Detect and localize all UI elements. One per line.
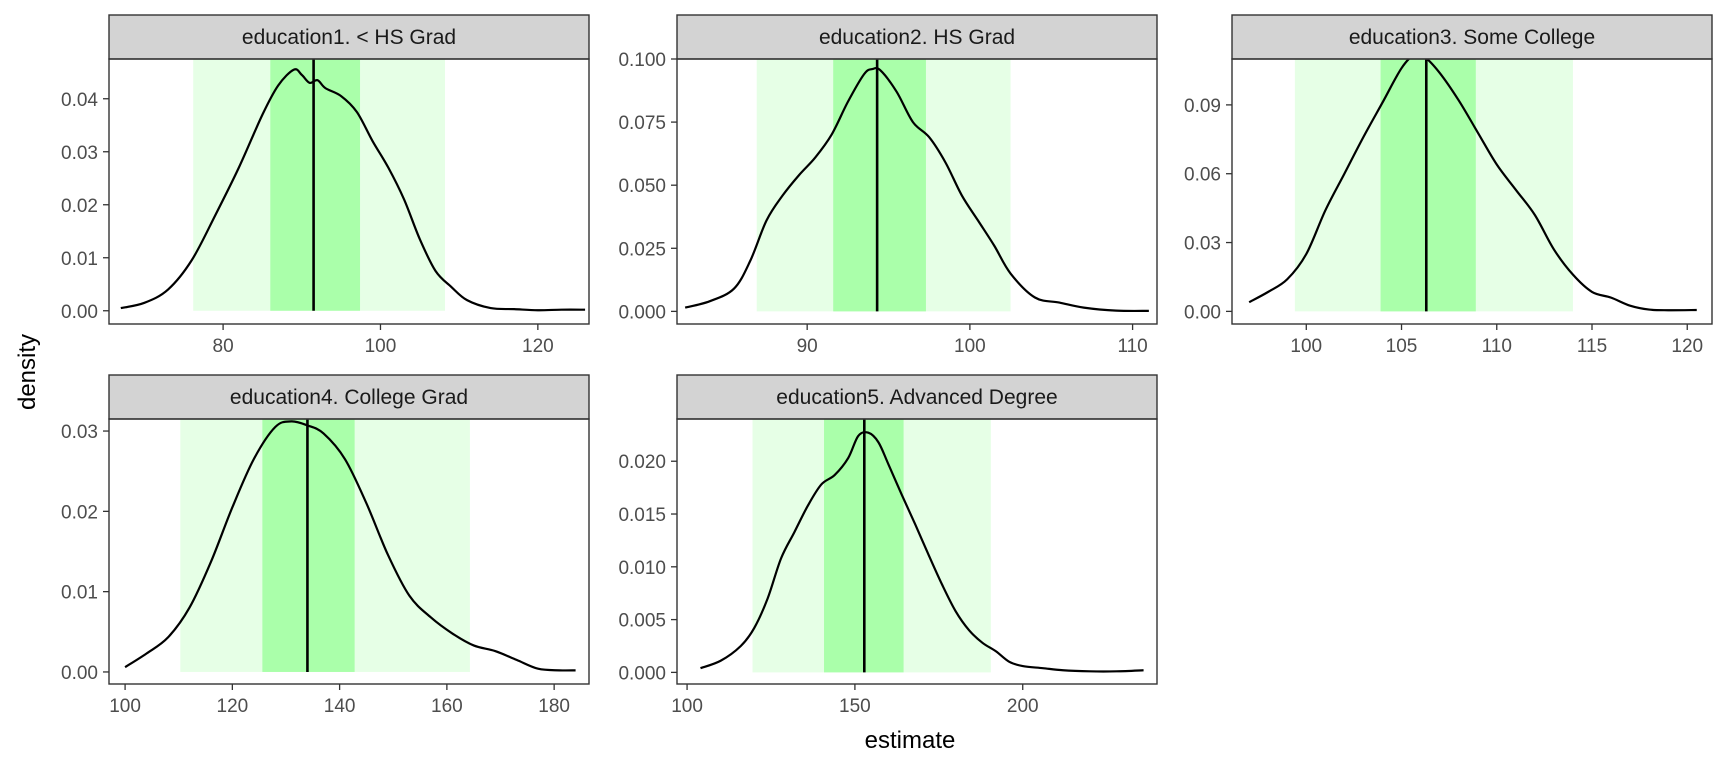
facet-title: education1. < HS Grad <box>242 26 456 49</box>
x-tick-label: 160 <box>431 696 463 717</box>
y-tick-label: 0.03 <box>1184 234 1221 255</box>
y-tick-label: 0.02 <box>61 502 98 523</box>
facet-strip <box>108 14 590 60</box>
x-tick-label: 90 <box>797 336 818 357</box>
panel-border <box>108 58 590 325</box>
y-tick-label: 0.005 <box>618 611 666 632</box>
y-tick-label: 0.06 <box>1184 165 1221 186</box>
x-tick-label: 100 <box>954 336 986 357</box>
x-tick-label: 180 <box>538 696 570 717</box>
y-tick-label: 0.000 <box>618 663 666 684</box>
x-tick-label: 80 <box>213 336 234 357</box>
y-tick-label: 0.075 <box>618 113 666 134</box>
y-tick-label: 0.09 <box>1184 96 1221 117</box>
density-curve <box>684 66 1149 313</box>
x-tick-label: 120 <box>217 696 249 717</box>
facet-panel-2: education2. HS Grad 0.000 0.025 0.050 0.075 0… <box>618 14 1158 357</box>
x-tick-label: 120 <box>522 336 554 357</box>
y-tick-label: 0.050 <box>618 176 666 197</box>
y-tick-label: 0.010 <box>618 558 666 579</box>
y-tick-label: 0.100 <box>618 50 666 71</box>
inner-interval-band <box>270 59 361 311</box>
facet-title: education4. College Grad <box>230 386 468 409</box>
y-tick-label: 0.01 <box>61 249 98 270</box>
panel-border <box>1231 58 1713 325</box>
y-tick-label: 0.03 <box>61 143 98 164</box>
x-tick-label: 200 <box>1007 696 1039 717</box>
x-tick-label: 150 <box>839 696 871 717</box>
y-tick-label: 0.03 <box>61 422 98 443</box>
facet-strip <box>1231 14 1713 60</box>
x-tick-label: 120 <box>1671 336 1703 357</box>
y-tick-label: 0.025 <box>618 239 666 260</box>
x-tick-label: 100 <box>109 696 141 717</box>
facet-strip <box>676 14 1158 60</box>
facet-title: education5. Advanced Degree <box>776 386 1057 409</box>
x-tick-label: 100 <box>671 696 703 717</box>
x-tick-label: 115 <box>1577 336 1607 357</box>
x-tick-label: 110 <box>1482 336 1512 357</box>
facet-panel-3: education3. Some College 0.00 0.03 0.06 0.09… <box>1184 14 1713 357</box>
x-tick-label: 105 <box>1386 336 1418 357</box>
density-curve <box>120 68 586 312</box>
panel-border <box>676 58 1158 325</box>
facet-panel-5: education5. Advanced Degree 0.000 0.005 0.0… <box>618 374 1158 717</box>
density-curve <box>1248 52 1697 312</box>
y-tick-label: 0.01 <box>61 583 98 604</box>
y-tick-label: 0.04 <box>61 90 98 111</box>
density-curve <box>700 431 1144 673</box>
inner-interval-band <box>1380 59 1476 312</box>
panel-border <box>108 418 590 685</box>
facet-title: education3. Some College <box>1349 26 1595 49</box>
inner-interval-band <box>833 59 926 312</box>
y-tick-label: 0.015 <box>618 505 666 526</box>
x-axis-title: estimate <box>865 727 956 754</box>
x-tick-label: 110 <box>1117 336 1147 357</box>
panels-layer: education1. < HS Grad 0.00 0.01 0.02 0.03 0.0… <box>61 14 1713 717</box>
panel-border <box>676 418 1158 685</box>
y-axis-title: density <box>14 334 41 410</box>
y-tick-label: 0.000 <box>618 302 666 323</box>
density-curve <box>124 420 576 672</box>
y-tick-label: 0.02 <box>61 196 98 217</box>
facet-title: education2. HS Grad <box>819 26 1015 49</box>
y-tick-label: 0.00 <box>61 302 98 323</box>
y-tick-label: 0.020 <box>618 452 666 473</box>
x-tick-label: 140 <box>324 696 356 717</box>
x-tick-label: 100 <box>365 336 397 357</box>
facet-panel-4: education4. College Grad 0.00 0.01 0.02 0.03… <box>61 374 590 717</box>
x-tick-label: 100 <box>1290 336 1322 357</box>
y-tick-label: 0.00 <box>1184 302 1221 323</box>
facet-strip <box>108 374 590 420</box>
y-tick-label: 0.00 <box>61 663 98 684</box>
facet-panel-1: education1. < HS Grad 0.00 0.01 0.02 0.03 0.0… <box>61 14 590 357</box>
